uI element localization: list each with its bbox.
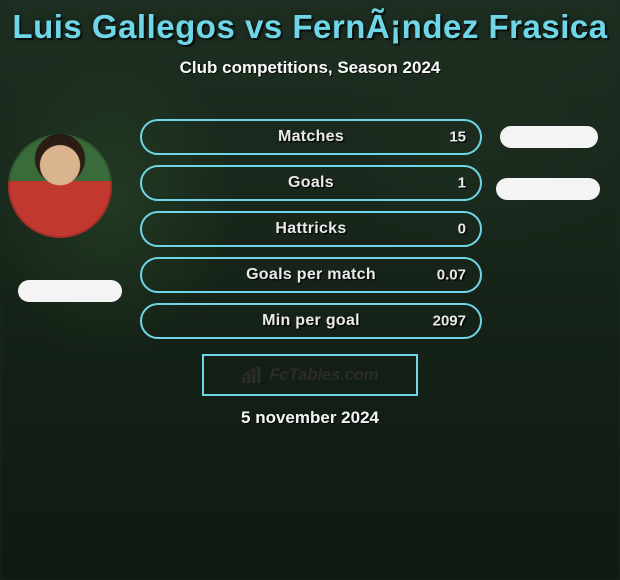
player-right-pill-1: [500, 126, 598, 148]
stat-label: Goals per match: [246, 266, 376, 284]
comparison-card: Luis Gallegos vs FernÃ¡ndez Frasica Club…: [0, 0, 620, 580]
player-right-pill-2: [496, 178, 600, 200]
stat-row-matches: Matches 15: [140, 119, 482, 155]
subtitle: Club competitions, Season 2024: [0, 58, 620, 78]
stat-row-goals: Goals 1: [140, 165, 482, 201]
stat-row-min-per-goal: Min per goal 2097: [140, 303, 482, 339]
stat-value: 15: [449, 129, 466, 146]
stat-label: Min per goal: [262, 312, 360, 330]
source-logo: FcTables.com: [202, 354, 418, 396]
source-logo-text: FcTables.com: [269, 365, 378, 385]
snapshot-date: 5 november 2024: [0, 408, 620, 428]
stat-value: 0: [458, 221, 466, 238]
stat-label: Matches: [278, 128, 344, 146]
bar-chart-icon: [241, 366, 263, 384]
stat-value: 0.07: [437, 267, 466, 284]
stat-value: 1: [458, 175, 466, 192]
page-title: Luis Gallegos vs FernÃ¡ndez Frasica: [0, 8, 620, 46]
stat-label: Goals: [288, 174, 334, 192]
stat-row-hattricks: Hattricks 0: [140, 211, 482, 247]
stat-bars: Matches 15 Goals 1 Hattricks 0 Goals per…: [140, 119, 482, 349]
stat-row-goals-per-match: Goals per match 0.07: [140, 257, 482, 293]
player-left-name-pill: [18, 280, 122, 302]
stat-label: Hattricks: [275, 220, 346, 238]
player-left-avatar: [8, 134, 112, 238]
stat-value: 2097: [433, 313, 466, 330]
